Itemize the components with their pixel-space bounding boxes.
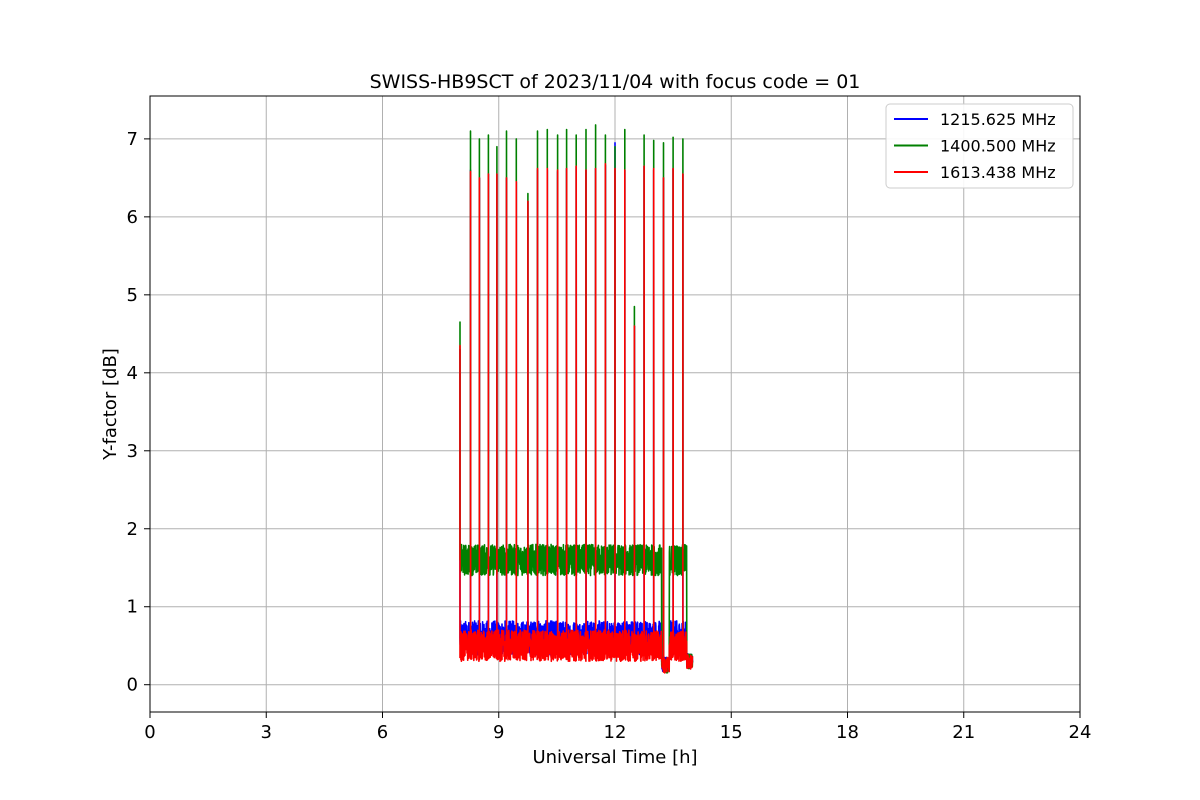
y-tick-label: 4 <box>127 363 138 384</box>
y-tick-label: 2 <box>127 519 138 540</box>
legend-entry: 1613.438 MHz <box>940 163 1056 182</box>
y-axis: 0 1 2 3 4 5 6 7 <box>127 129 150 696</box>
legend-box <box>885 103 1074 189</box>
x-tick-label: 21 <box>952 722 975 743</box>
x-tick-label: 18 <box>836 722 859 743</box>
x-tick-label: 3 <box>261 722 272 743</box>
y-tick-label: 6 <box>127 207 138 228</box>
x-axis-label: Universal Time [h] <box>532 747 697 768</box>
x-tick-label: 9 <box>493 722 504 743</box>
y-tick-label: 0 <box>127 675 138 696</box>
y-tick-label: 3 <box>127 441 138 462</box>
legend-entry: 1215.625 MHz <box>940 110 1056 129</box>
x-tick-label: 6 <box>377 722 388 743</box>
chart-title: SWISS-HB9SCT of 2023/11/04 with focus co… <box>370 71 861 93</box>
x-tick-label: 24 <box>1069 722 1092 743</box>
x-axis: 0 3 6 9 12 15 18 21 24 <box>144 712 1091 743</box>
x-tick-label: 15 <box>720 722 743 743</box>
y-tick-label: 1 <box>127 597 138 618</box>
x-tick-label: 12 <box>604 722 627 743</box>
legend-entry: 1400.500 MHz <box>940 137 1056 156</box>
y-tick-label: 7 <box>127 129 138 150</box>
series-line-3 <box>459 163 694 674</box>
series-area <box>459 124 694 674</box>
x-tick-label: 0 <box>144 722 155 743</box>
legend: 1215.625 MHz 1400.500 MHz 1613.438 MHz <box>885 103 1074 189</box>
y-axis-label: Y-factor [dB] <box>100 348 121 461</box>
y-tick-label: 5 <box>127 285 138 306</box>
